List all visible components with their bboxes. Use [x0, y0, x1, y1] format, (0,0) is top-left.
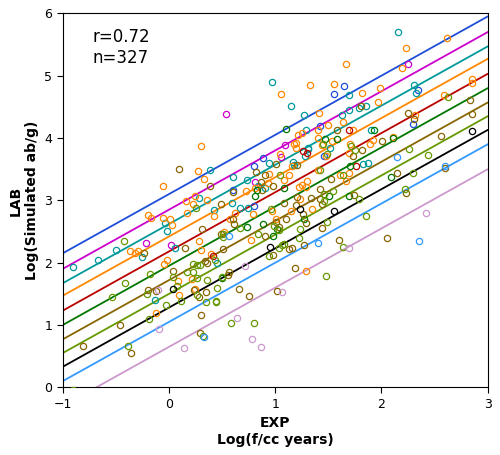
Text: r=0.72
n=327: r=0.72 n=327	[92, 28, 150, 67]
X-axis label: EXP
Log(f/cc years): EXP Log(f/cc years)	[216, 416, 334, 447]
Y-axis label: LAB
Log(Simulated ab/g): LAB Log(Simulated ab/g)	[8, 121, 38, 280]
